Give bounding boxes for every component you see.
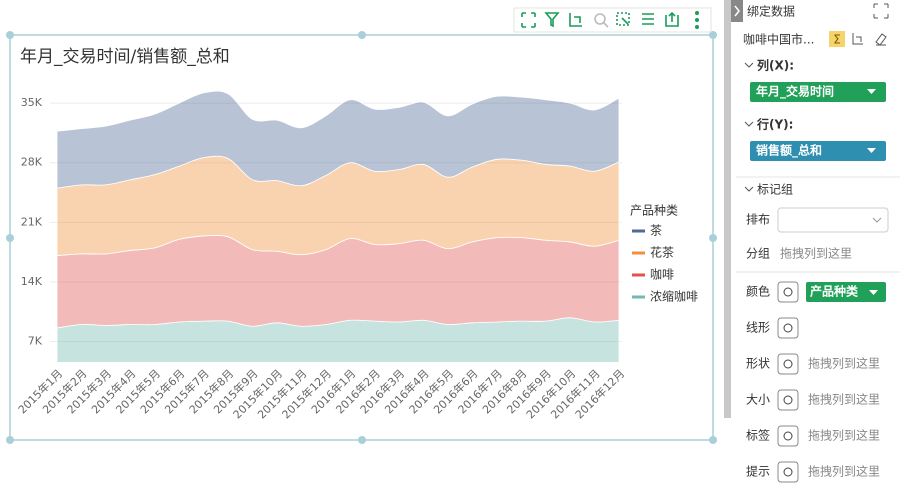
drop-placeholder[interactable]: 拖拽列到这里 <box>780 246 852 261</box>
layout-select[interactable] <box>777 207 889 233</box>
chart-title: 年月_交易时间/销售额_总和 <box>20 47 230 67</box>
field-icon-glyph <box>783 287 793 297</box>
y-tick-label: 21K <box>21 215 43 228</box>
legend-label: 浓缩咖啡 <box>650 289 698 304</box>
marks-label: 标记组 <box>757 183 793 197</box>
field-label: 分组 <box>746 247 770 261</box>
area <box>56 90 620 189</box>
field-label: 排布 <box>746 213 770 227</box>
color-field: 产品种类 <box>810 284 859 299</box>
rows-field: 销售额_总和 <box>756 143 822 159</box>
select-arrow <box>872 217 882 223</box>
y-tick-label: 35K <box>21 96 43 109</box>
drop-placeholder[interactable]: 拖拽列到这里 <box>808 428 880 443</box>
scrollbar[interactable] <box>724 0 731 418</box>
columns-field: 年月_交易时间 <box>756 84 834 100</box>
field-icon-glyph <box>783 359 793 369</box>
columns-label: 列(X): <box>757 58 794 73</box>
drop-placeholder[interactable]: 拖拽列到这里 <box>808 356 880 371</box>
panel-title: 绑定数据 <box>747 4 795 19</box>
sum-glyph: Σ <box>833 33 841 47</box>
rows-pill[interactable] <box>750 141 886 161</box>
chevron <box>744 186 754 192</box>
field-icon[interactable] <box>777 389 799 411</box>
side-panel: 绑定数据 咖啡中国市... Σ 列(X): 年月_交易时间 行(Y): 销售额_… <box>731 0 900 485</box>
field-label: 形状 <box>746 357 770 371</box>
field-icon-glyph <box>783 395 793 405</box>
legend-label: 茶 <box>650 223 662 238</box>
collapse-tab[interactable] <box>731 0 743 22</box>
y-tick-label: 7K <box>28 335 43 348</box>
grid <box>50 102 622 343</box>
pill-arrow <box>867 89 876 94</box>
color-pill[interactable] <box>806 282 886 302</box>
pill-arrow <box>867 148 876 153</box>
field-icon-glyph <box>783 467 793 477</box>
field-icon[interactable] <box>777 353 799 375</box>
legend-label: 咖啡 <box>650 267 674 282</box>
drop-placeholder[interactable]: 拖拽列到这里 <box>808 464 880 479</box>
field-icon[interactable] <box>777 317 799 339</box>
y-tick-label: 28K <box>21 156 43 169</box>
field-label: 颜色 <box>746 284 770 299</box>
sum-icon[interactable] <box>829 31 845 47</box>
clear-icon[interactable] <box>875 33 887 46</box>
dataset-name: 咖啡中国市... <box>743 32 814 47</box>
chevron <box>744 62 754 68</box>
pill-arrow <box>869 290 878 295</box>
field-icon[interactable] <box>777 461 799 483</box>
legend-title: 产品种类 <box>630 204 678 218</box>
drop-placeholder[interactable]: 拖拽列到这里 <box>808 392 880 407</box>
swap-icon[interactable] <box>852 33 863 45</box>
field-label: 提示 <box>746 464 770 479</box>
chart-toolbar <box>513 7 712 33</box>
areas <box>56 90 620 362</box>
field-label: 标签 <box>746 428 770 443</box>
chevron <box>744 121 754 127</box>
collapse-arrow <box>734 5 740 17</box>
resize-handles <box>6 31 717 444</box>
panel-bg <box>731 0 900 485</box>
columns-pill[interactable] <box>750 82 886 102</box>
y-tick-label: 14K <box>21 275 43 288</box>
expand-icon[interactable] <box>873 3 889 19</box>
field-icon-glyph <box>783 323 793 333</box>
field-label: 大小 <box>746 393 770 407</box>
field-icon-glyph <box>783 431 793 441</box>
rows-label: 行(Y): <box>756 117 793 132</box>
toolbar-icons[interactable] <box>521 11 699 29</box>
field-label: 线形 <box>746 321 770 335</box>
legend-label: 花茶 <box>650 245 674 260</box>
field-icon[interactable] <box>777 425 799 447</box>
field-icon[interactable] <box>777 281 799 303</box>
